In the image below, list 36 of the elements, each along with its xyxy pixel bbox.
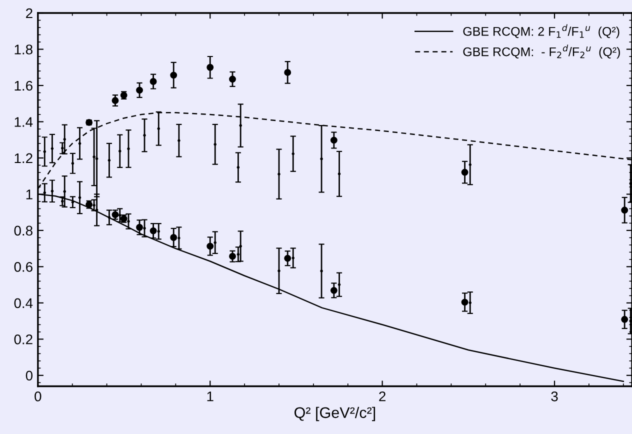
point <box>136 224 143 231</box>
x-tick-label: 2 <box>379 391 386 402</box>
y-tick-label: 1 <box>26 190 32 200</box>
y-tick-label: 1.6 <box>14 80 32 91</box>
legend-label: GBE RCQM: 2 F$_{1}$$^{d}$/F$_{1}$$^{u}$ (Q²) <box>463 24 620 38</box>
y-tick-label: 2 <box>26 8 32 18</box>
y-tick-label: 1.4 <box>14 117 33 127</box>
point <box>229 76 236 83</box>
x-tick-label: 1 <box>207 392 214 402</box>
x-axis-title: Q² [GeV²/c²] <box>294 406 376 422</box>
point <box>136 86 143 94</box>
x-tick-label: 0 <box>34 391 42 402</box>
legend-label: GBE RCQM: - F$_{2}$$^{d}$/F$_{2}$$^{u}$ (Q²) <box>463 44 620 59</box>
point <box>150 227 157 234</box>
point <box>284 68 292 76</box>
point <box>461 298 468 306</box>
point <box>330 136 338 144</box>
y-tick-label: 0 <box>26 370 33 381</box>
point <box>170 72 178 79</box>
point <box>621 316 628 323</box>
point <box>284 254 292 262</box>
y-tick-label: 0.6 <box>14 262 32 272</box>
point <box>206 64 214 71</box>
point <box>112 97 119 104</box>
point <box>170 234 178 241</box>
y-tick-label: 1.8 <box>14 44 32 54</box>
point <box>150 78 157 85</box>
point <box>621 206 628 214</box>
x-tick-label: 3 <box>551 391 558 402</box>
y-tick-label: 1.2 <box>14 153 32 163</box>
y-tick-label: 0.4 <box>14 298 33 308</box>
point <box>330 286 338 294</box>
point <box>461 168 468 176</box>
point <box>206 242 214 250</box>
y-tick-label: 0.8 <box>14 226 32 236</box>
y-tick-label: 0.2 <box>14 334 32 344</box>
